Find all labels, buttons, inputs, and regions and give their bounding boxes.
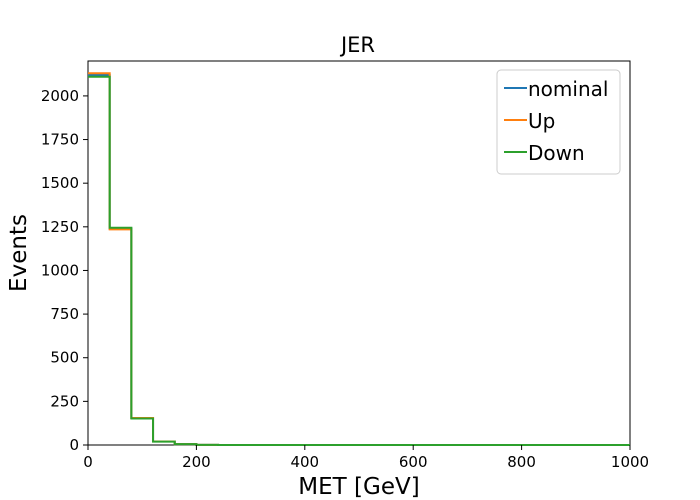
- legend-label: nominal: [528, 77, 608, 101]
- x-tick-label: 1000: [611, 453, 649, 471]
- x-axis-label: MET [GeV]: [298, 474, 419, 500]
- y-tick-label: 1000: [41, 261, 79, 279]
- x-tick-label: 200: [182, 453, 211, 471]
- legend-items: nominal Up Down: [504, 77, 608, 165]
- y-tick-label: 1750: [41, 131, 79, 149]
- y-tick-label: 250: [50, 392, 79, 410]
- legend-label: Up: [528, 109, 555, 133]
- plot-area: [87, 60, 631, 446]
- y-tick-label: 1500: [41, 174, 79, 192]
- x-axis: 0 200 400 600 800 1000: [83, 445, 649, 471]
- series-layer: [88, 72, 630, 446]
- y-tick-label: 750: [50, 305, 79, 323]
- y-tick-label: 2000: [41, 87, 79, 105]
- legend-box: [496, 69, 621, 175]
- legend: nominal Up Down: [496, 69, 621, 175]
- y-tick-label: 0: [69, 436, 79, 454]
- y-tick-label: 1250: [41, 218, 79, 236]
- y-tick-label: 500: [50, 349, 79, 367]
- y-axis-label: Events: [6, 214, 32, 292]
- x-tick-label: 0: [83, 453, 93, 471]
- series-line-down: [88, 75, 630, 446]
- x-tick-label: 800: [507, 453, 536, 471]
- x-tick-label: 600: [399, 453, 428, 471]
- y-axis: 0 250 500 750 1000 1250 1500 1750 2000: [41, 87, 88, 454]
- x-tick-label: 400: [290, 453, 319, 471]
- legend-label: Down: [528, 141, 585, 165]
- chart-title: JER: [339, 33, 375, 57]
